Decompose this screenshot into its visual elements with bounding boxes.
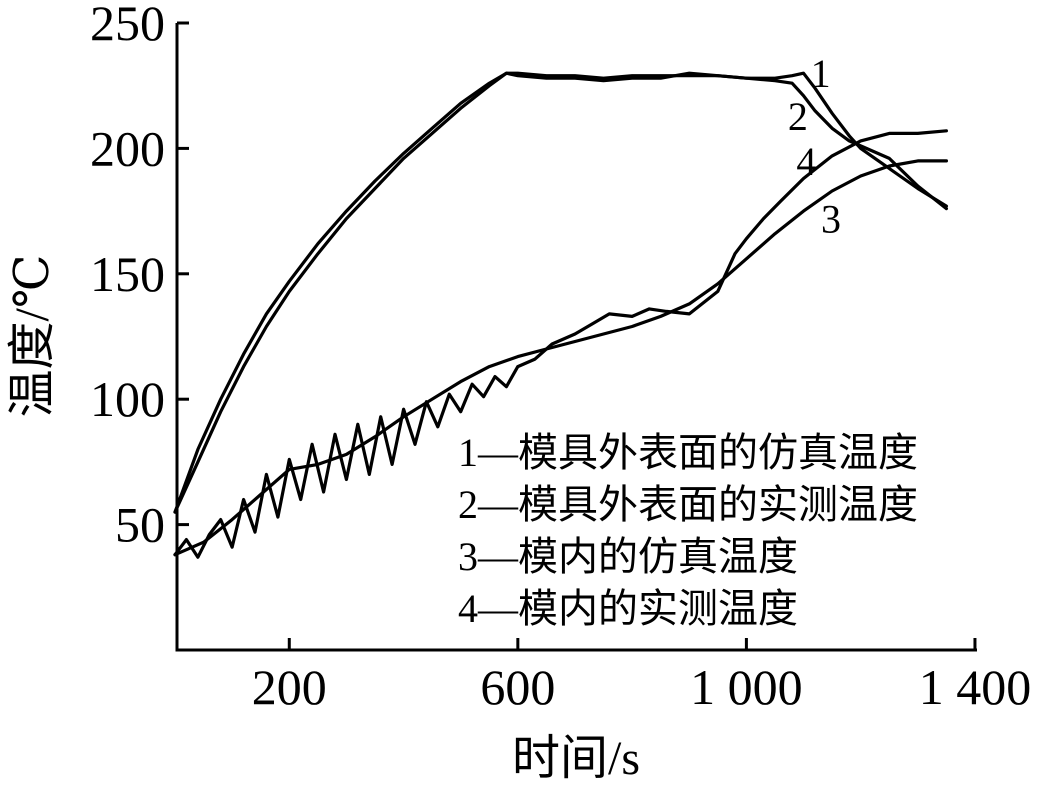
legend-entry: 2—模具外表面的实测温度 [458, 482, 918, 527]
series-label-3: 3 [821, 197, 841, 242]
legend: 1—模具外表面的仿真温度 2—模具外表面的实测温度 3—模内的仿真温度 4—模内的实测… [458, 430, 918, 631]
series-line-4 [173, 129, 949, 559]
y-tick-label: 250 [90, 0, 165, 51]
series-line-1 [173, 71, 949, 514]
series-label-2: 2 [788, 94, 808, 139]
legend-entry: 1—模具外表面的仿真温度 [458, 430, 918, 475]
legend-entry: 4—模内的实测温度 [458, 586, 798, 631]
x-tick-label: 200 [252, 659, 327, 715]
series-label-1: 1 [811, 51, 831, 96]
x-tick-label: 1 000 [690, 659, 803, 715]
series-label-4: 4 [796, 139, 816, 184]
axes: 50 100 150 200 250 200 600 1 000 1 400 [90, 0, 1031, 715]
x-axis-title: 时间/s [512, 732, 640, 784]
y-axis-title: 温度/℃ [6, 254, 59, 417]
axis-frame [175, 23, 977, 652]
series-layer [173, 71, 949, 559]
axis-titles: 时间/s 温度/℃ [6, 254, 640, 785]
x-tick-label: 600 [480, 659, 555, 715]
legend-entry: 3—模内的仿真温度 [458, 534, 798, 579]
y-tick-label: 200 [90, 120, 165, 176]
series-line-3 [173, 159, 949, 557]
y-tick-label: 50 [115, 497, 165, 553]
y-tick-label: 150 [90, 246, 165, 302]
series-line-2 [173, 71, 949, 514]
x-tick-label: 1 400 [919, 659, 1032, 715]
y-tick-label: 100 [90, 371, 165, 427]
